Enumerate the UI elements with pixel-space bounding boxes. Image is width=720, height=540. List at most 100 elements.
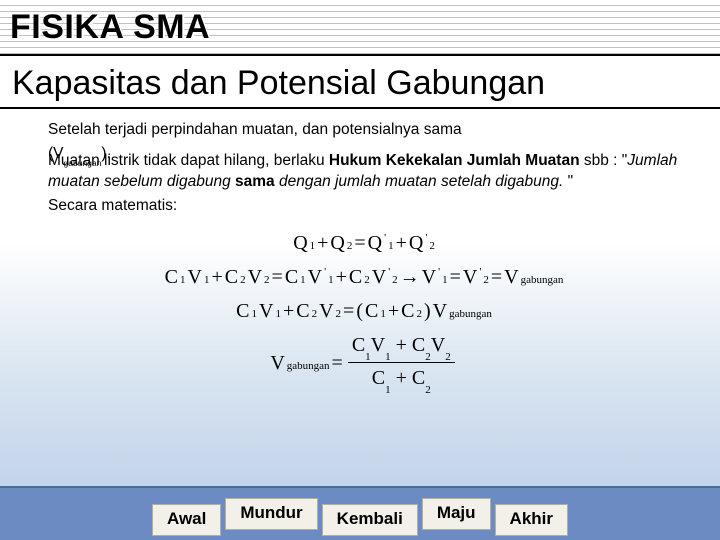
e4m: C [372, 367, 385, 389]
p2g: " [563, 173, 573, 190]
paragraph-1: Setelah terjadi perpindahan muatan, dan … [48, 119, 680, 141]
e2a: C [165, 263, 178, 291]
e4g: 1 [385, 351, 391, 363]
e2m: V [308, 263, 322, 291]
e3s: gabungan [449, 307, 492, 322]
paragraph-2: (Vgabungan). [48, 143, 680, 166]
e3a: C [236, 297, 249, 325]
e4e: 1 [365, 351, 371, 363]
e2k: C [285, 263, 298, 291]
nav-akhir-button[interactable]: Akhir [495, 504, 568, 536]
fraction-den: C1 + C2 [368, 363, 435, 394]
nav-awal-button[interactable]: Awal [152, 504, 221, 536]
e2aa: 2 [483, 273, 489, 288]
footer-nav: Awal Mundur Kembali Maju Akhir [0, 486, 720, 540]
e3o: C [401, 297, 414, 325]
e2z1: ' [479, 265, 481, 280]
e4i: C [412, 334, 425, 356]
equation-4: Vgabungan = C1V1 + C2V2 C1 + C2 [270, 331, 457, 395]
p2e: sama [235, 173, 275, 190]
e2ac: V [504, 263, 518, 291]
e2b: 1 [180, 273, 186, 288]
e4h: + [396, 334, 412, 356]
e2e: + [211, 263, 222, 291]
e2c: V [188, 263, 202, 291]
e4l: 2 [445, 351, 451, 363]
e2o: 1 [328, 273, 334, 288]
page-subtitle: Kapasitas dan Potensial Gabungan [0, 56, 720, 109]
eq1-qp1: Q [368, 229, 382, 257]
e3c: V [259, 297, 273, 325]
e4q: 2 [425, 384, 431, 396]
e2r: 2 [364, 273, 370, 288]
e2ab: = [491, 263, 502, 291]
e2x: 1 [442, 273, 448, 288]
formula-block: Q1 + Q2 = Q'1 + Q'2 C1V1 + C2V2 = C1V'1 … [48, 229, 680, 395]
e2i: 2 [264, 273, 270, 288]
e3i: 2 [336, 307, 342, 322]
nav-kembali-button[interactable]: Kembali [322, 504, 418, 536]
e4b: gabungan [287, 359, 330, 374]
p1b-end: ). [101, 145, 110, 162]
e4p: C [412, 367, 425, 389]
e3d: 1 [275, 307, 281, 322]
e3b: 1 [252, 307, 258, 322]
e3j: = [343, 297, 354, 325]
equation-2: C1V1 + C2V2 = C1V'1 + C2V'2 → V'1 = V'2 … [165, 263, 564, 291]
fraction: C1V1 + C2V2 C1 + C2 [348, 331, 455, 395]
nav-mundur-button[interactable]: Mundur [225, 498, 317, 530]
e3l: C [365, 297, 378, 325]
e2g: 2 [240, 273, 246, 288]
eq1-pr1: ' [384, 231, 386, 246]
e3g: 2 [312, 307, 318, 322]
p1-text: Setelah terjadi perpindahan muatan, dan … [48, 121, 462, 138]
e2h: V [248, 263, 262, 291]
nav-maju-button[interactable]: Maju [422, 498, 491, 530]
e2j: = [272, 263, 283, 291]
e3m: 1 [380, 307, 386, 322]
eq1-s1: 1 [310, 239, 316, 254]
e4a: V [270, 349, 284, 377]
eq1-qp2: Q [409, 229, 423, 257]
eq1-q2: Q [330, 229, 344, 257]
e3q: ) [424, 297, 431, 325]
p2f: dengan jumlah muatan setelah digabung. [275, 173, 564, 190]
e2w: V [422, 263, 436, 291]
eq1-plus2: + [396, 229, 407, 257]
eq1-q1: Q [293, 229, 307, 257]
e2u: 2 [392, 273, 398, 288]
e2ad: gabungan [521, 273, 564, 288]
e3e: + [283, 297, 294, 325]
e2n: ' [324, 265, 326, 280]
e4o: + [396, 367, 412, 389]
e2l: 1 [300, 273, 306, 288]
e2q: C [349, 263, 362, 291]
e2t: ' [388, 265, 390, 280]
e4k: V [431, 334, 445, 356]
e4j: 2 [425, 351, 431, 363]
fraction-num: C1V1 + C2V2 [348, 331, 455, 363]
eq1-sp2: 2 [429, 239, 435, 254]
e2s: V [372, 263, 386, 291]
eq1-sp1: 1 [388, 239, 394, 254]
eq1-pr2: ' [425, 231, 427, 246]
e2v: → [400, 263, 420, 291]
paragraph-4: Secara matematis: [48, 195, 680, 217]
e2z: V [463, 263, 477, 291]
e3r: V [433, 297, 447, 325]
eq1-eq: = [354, 229, 365, 257]
e3h: V [319, 297, 333, 325]
e3f: C [296, 297, 309, 325]
e4n: 1 [385, 384, 391, 396]
p1b-sub: gabungan [64, 158, 102, 168]
e4c: = [332, 349, 343, 377]
e2p: + [336, 263, 347, 291]
equation-3: C1V1 + C2V2 = (C1 + C2) Vgabungan [236, 297, 492, 325]
e4f: V [371, 334, 385, 356]
eq1-s2: 2 [347, 239, 353, 254]
e4d: C [352, 334, 365, 356]
e2f: C [225, 263, 238, 291]
main-title: FISIKA SMA [10, 8, 210, 47]
e3n: + [388, 297, 399, 325]
header-bar: FISIKA SMA [0, 0, 720, 56]
